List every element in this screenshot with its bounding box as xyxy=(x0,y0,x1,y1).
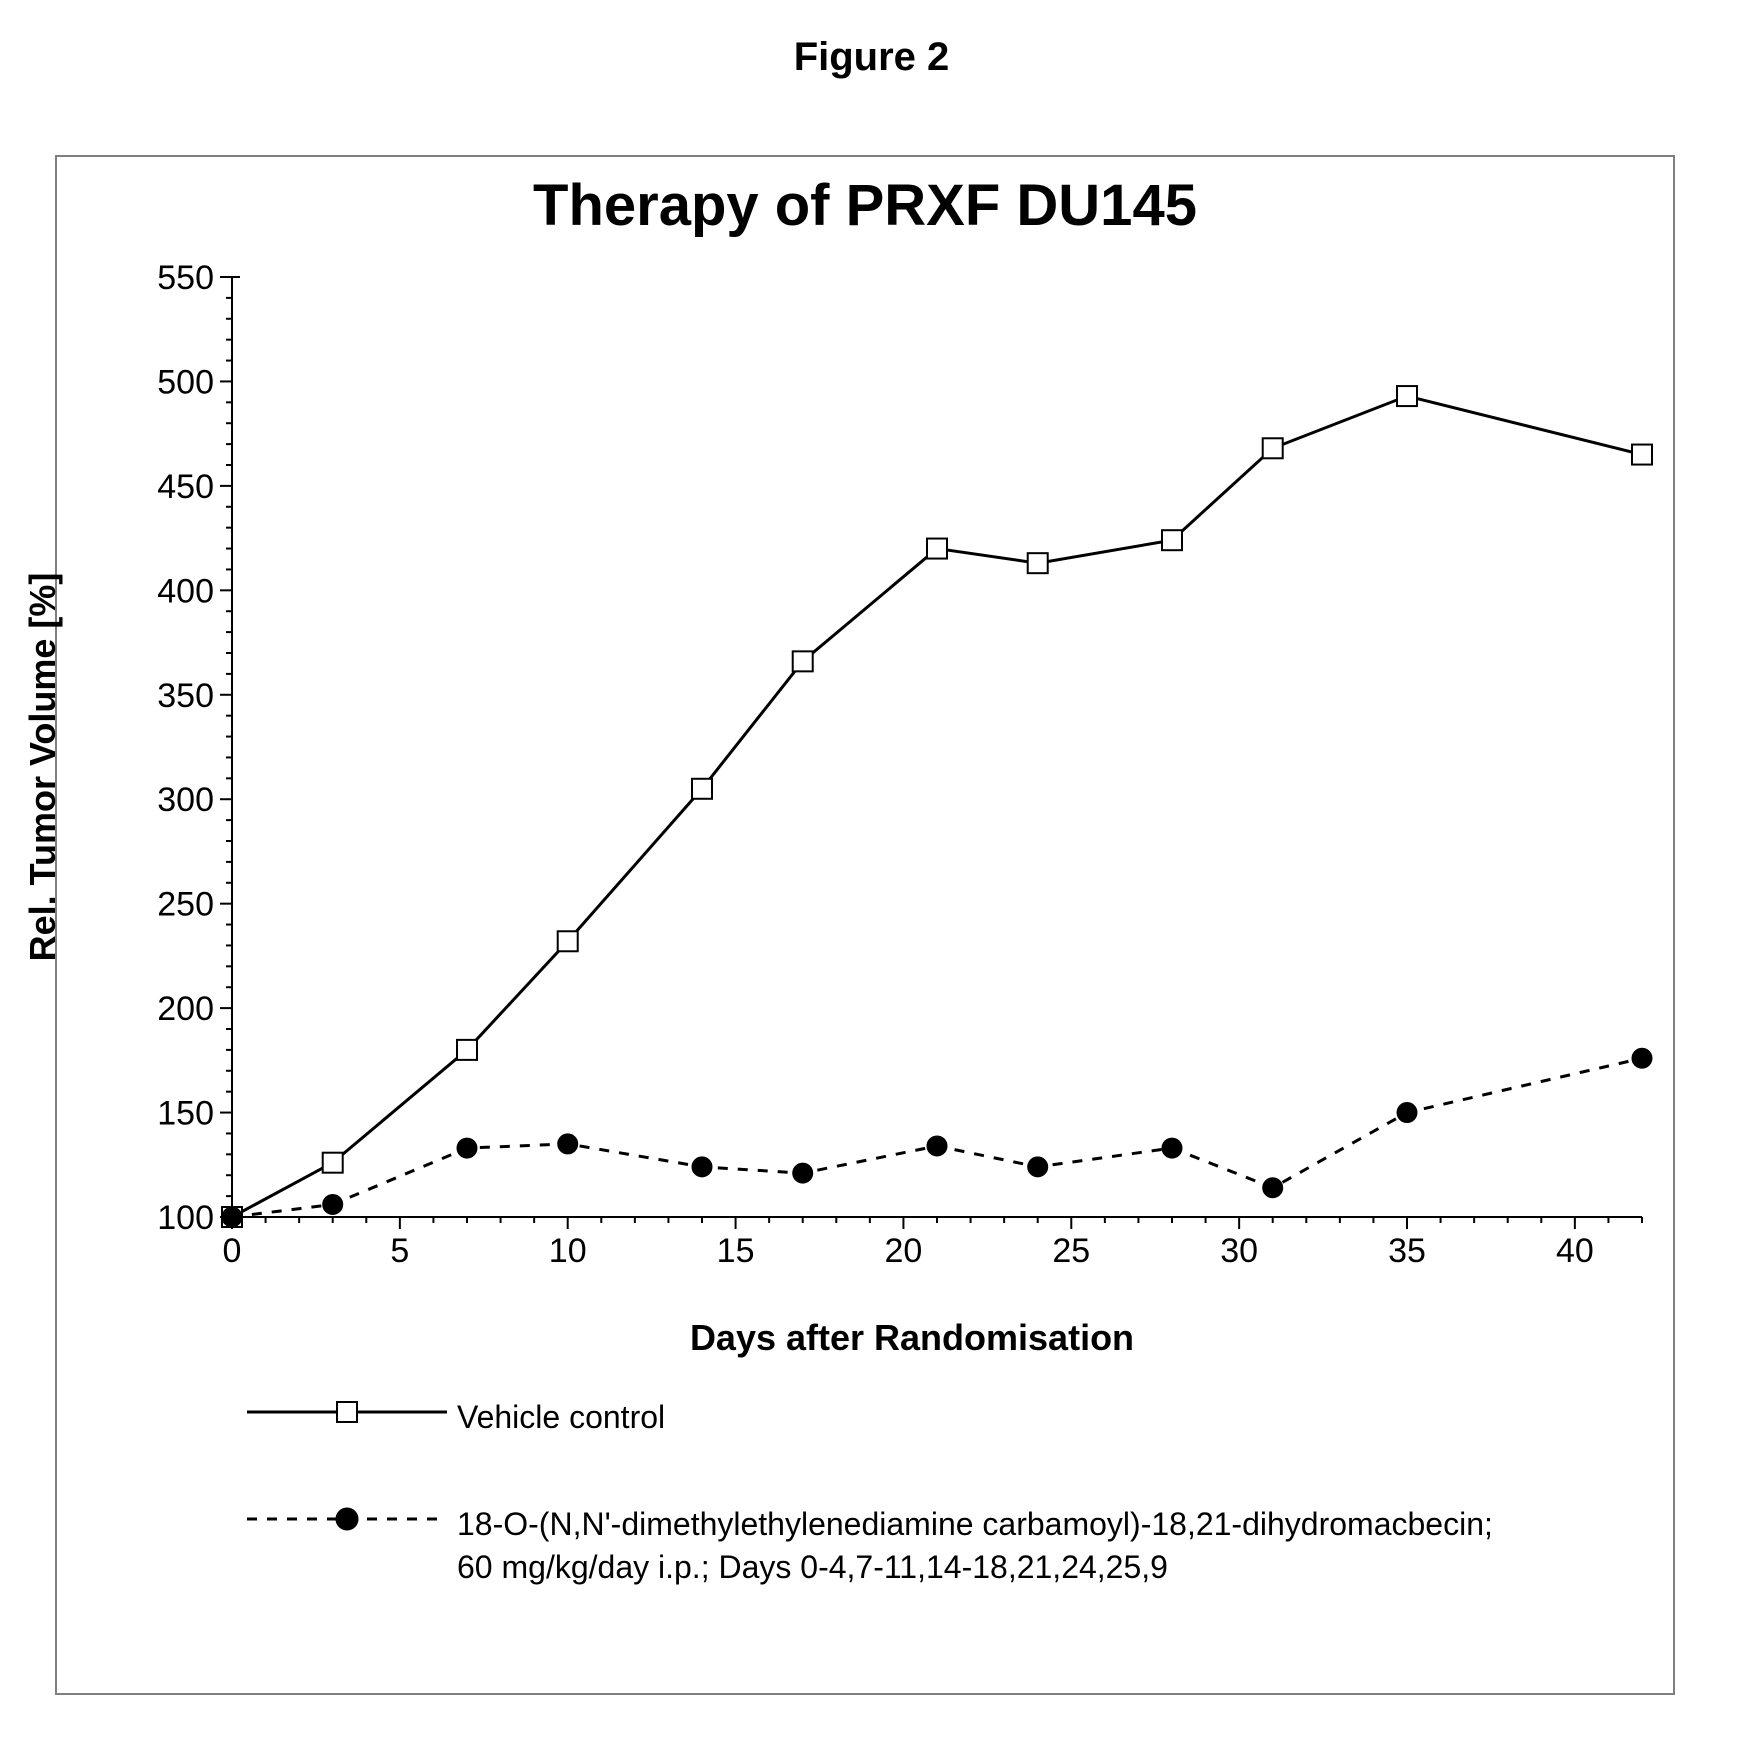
chart-title: Therapy of PRXF DU145 xyxy=(57,172,1673,239)
svg-text:15: 15 xyxy=(717,1232,755,1270)
svg-text:400: 400 xyxy=(157,572,214,610)
legend-item-compound: 18-O-(N,N'-dimethylethylenediamine carba… xyxy=(247,1499,1597,1589)
legend-label-vehicle: Vehicle control xyxy=(457,1392,665,1439)
svg-text:20: 20 xyxy=(885,1232,923,1270)
legend: Vehicle control 18-O-(N,N'-dimethylethyl… xyxy=(247,1392,1597,1650)
svg-text:35: 35 xyxy=(1388,1232,1426,1270)
svg-text:550: 550 xyxy=(157,259,214,297)
svg-text:0: 0 xyxy=(223,1232,242,1270)
figure-caption: Figure 2 xyxy=(0,35,1743,80)
svg-text:5: 5 xyxy=(390,1232,409,1270)
x-axis-label: Days after Randomisation xyxy=(172,1317,1652,1359)
svg-text:150: 150 xyxy=(157,1095,214,1133)
legend-swatch-compound xyxy=(247,1499,447,1539)
legend-item-vehicle: Vehicle control xyxy=(247,1392,1597,1439)
svg-text:200: 200 xyxy=(157,990,214,1028)
svg-text:10: 10 xyxy=(549,1232,587,1270)
y-axis-label: Rel. Tumor Volume [%] xyxy=(22,267,64,1267)
svg-text:500: 500 xyxy=(157,363,214,401)
legend-swatch-vehicle xyxy=(247,1392,447,1432)
svg-text:25: 25 xyxy=(1052,1232,1090,1270)
svg-text:30: 30 xyxy=(1220,1232,1258,1270)
svg-text:40: 40 xyxy=(1556,1232,1594,1270)
svg-text:250: 250 xyxy=(157,886,214,924)
svg-text:450: 450 xyxy=(157,468,214,506)
svg-text:350: 350 xyxy=(157,677,214,715)
plot-svg: 1001502002503003504004505005500510152025… xyxy=(172,267,1652,1267)
svg-text:300: 300 xyxy=(157,781,214,819)
chart-frame: Therapy of PRXF DU145 Rel. Tumor Volume … xyxy=(55,155,1675,1695)
plot-area: 1001502002503003504004505005500510152025… xyxy=(172,267,1652,1267)
svg-text:100: 100 xyxy=(157,1199,214,1237)
legend-label-compound: 18-O-(N,N'-dimethylethylenediamine carba… xyxy=(457,1499,1493,1589)
page: Figure 2 Therapy of PRXF DU145 Rel. Tumo… xyxy=(0,0,1743,1755)
